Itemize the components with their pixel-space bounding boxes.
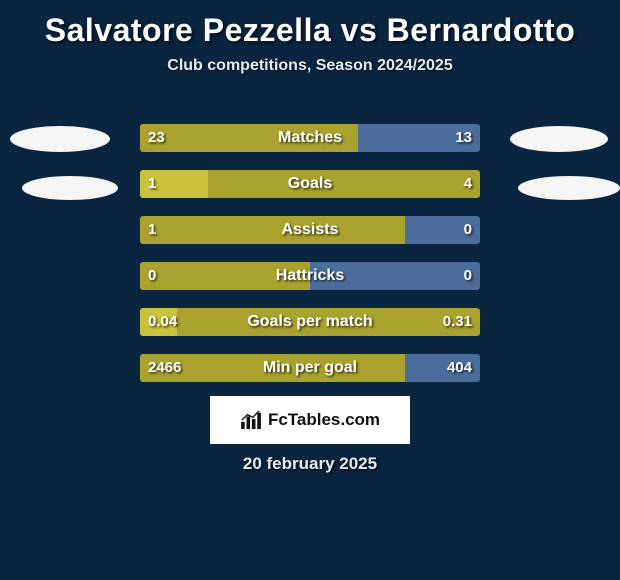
stat-bar-left	[140, 124, 358, 152]
brand-badge: FcTables.com	[210, 396, 410, 444]
stat-bar-left	[140, 216, 405, 244]
stat-row: Goals14	[140, 170, 480, 198]
player2-nation-logo	[518, 176, 620, 200]
date-text: 20 february 2025	[0, 454, 620, 474]
stat-bar-right	[310, 262, 480, 290]
page-subtitle: Club competitions, Season 2024/2025	[0, 57, 620, 75]
stat-bar-left	[140, 354, 405, 382]
brand-text: FcTables.com	[268, 410, 380, 430]
stat-bar-right	[405, 354, 480, 382]
stat-bar-right	[208, 170, 480, 198]
stat-bar-left	[140, 170, 208, 198]
page-title: Salvatore Pezzella vs Bernardotto	[0, 0, 620, 49]
comparison-bars: Matches2313 Goals14 Assists10 Hattricks00 Go…	[140, 124, 480, 400]
stat-row: Hattricks00	[140, 262, 480, 290]
stat-row: Goals per match0.040.31	[140, 308, 480, 336]
stat-bar-right	[177, 308, 480, 336]
player1-club-logo	[10, 126, 110, 152]
stat-row: Assists10	[140, 216, 480, 244]
stat-bar-left	[140, 308, 177, 336]
player2-club-logo	[510, 126, 608, 152]
brand-chart-icon	[240, 411, 262, 429]
stat-row: Min per goal2466404	[140, 354, 480, 382]
player1-nation-logo	[22, 176, 118, 200]
stat-bar-right	[358, 124, 480, 152]
stat-bar-left	[140, 262, 310, 290]
stat-row: Matches2313	[140, 124, 480, 152]
stat-bar-right	[405, 216, 480, 244]
